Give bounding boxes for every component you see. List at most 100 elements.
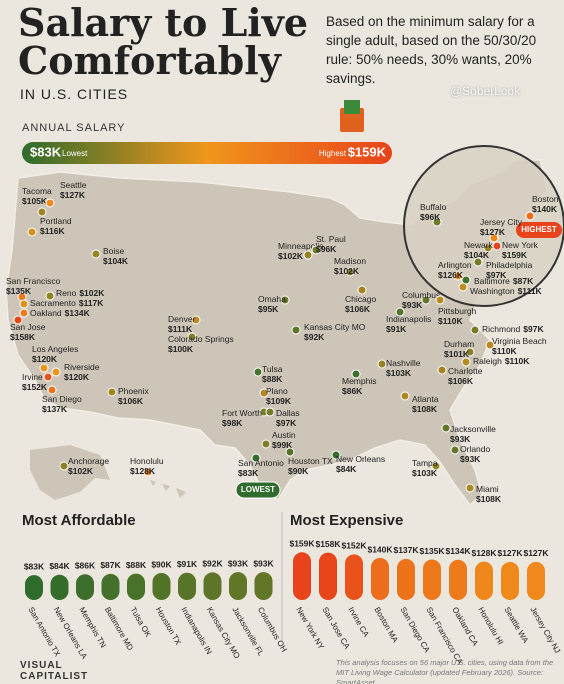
chart-title: Most Affordable [22, 512, 136, 529]
city-label: Atlanta $108K [412, 394, 439, 414]
bar [229, 572, 247, 600]
city-dot [351, 369, 361, 379]
city-name: St. Paul [316, 234, 346, 244]
city-name: Kansas City MO [304, 322, 366, 332]
city-salary: $105K [22, 196, 48, 206]
city-name: Durham [444, 339, 474, 349]
legend-bar [22, 142, 392, 164]
city-label: Orlando $93K [460, 444, 491, 464]
value-label: $92K [202, 559, 223, 569]
city-name: San Antonio [238, 458, 284, 468]
value-label: $90K [151, 559, 172, 569]
city-dot [461, 357, 471, 367]
city-dot [47, 385, 57, 395]
city-name: Portland [40, 216, 72, 226]
city-label: Reno $102K [56, 288, 105, 298]
city-name: Austin [272, 430, 296, 440]
city-label: Seattle $127K [60, 180, 87, 200]
city-name: Fort Worth [222, 408, 262, 418]
city-name: Denver [168, 314, 196, 324]
bar [152, 573, 171, 600]
city-label: Honolulu $128K [130, 456, 164, 476]
city-name: Jacksonville [450, 424, 496, 434]
city-label: Tampa $103K [412, 458, 438, 478]
city-dot [431, 461, 441, 471]
bar [449, 559, 467, 600]
chart-title: Most Expensive [290, 512, 403, 529]
city-dot [345, 267, 355, 277]
city-salary: $159K [502, 250, 528, 260]
city-salary: $84K [336, 464, 357, 474]
city-dot [400, 391, 410, 401]
city-dot [432, 217, 442, 227]
bar [50, 574, 69, 600]
city-name: Philadelphia [486, 260, 533, 270]
bar [371, 558, 389, 600]
city-salary: $128K [130, 466, 156, 476]
city-dot [37, 207, 47, 217]
city-salary: $126K [438, 270, 464, 280]
city-dot [39, 363, 49, 373]
city-dot [441, 423, 451, 433]
city-label: Plano $109K [266, 386, 292, 406]
city-name: Charlotte [448, 366, 483, 376]
city-salary: $117K [79, 298, 104, 308]
city-dot [259, 388, 269, 398]
city-dot [91, 249, 101, 259]
value-label: $158K [315, 539, 341, 549]
city-label: Charlotte $106K [448, 366, 483, 386]
city-salary: $104K [103, 256, 129, 266]
city-label: Oakland $134K [30, 308, 91, 318]
city-label: Phoenix $106K [118, 386, 149, 406]
bar [293, 552, 311, 600]
category-label: Jersey City NJ [528, 606, 562, 655]
city-dot [357, 285, 367, 295]
city-name: Washington [470, 286, 515, 296]
city-dot [395, 307, 405, 317]
city-salary: $137K [42, 404, 68, 414]
city-salary: $97K [523, 324, 544, 334]
city-salary: $96K [316, 244, 337, 254]
legend-low: $83K [30, 144, 62, 159]
city-name: Minneapolis [278, 241, 323, 251]
city-label: Jersey City $127K [480, 217, 523, 237]
city-dot [285, 447, 295, 457]
value-label: $83K [24, 561, 45, 571]
city-salary: $99K [272, 440, 293, 450]
city-label: Pittsburgh $110K [438, 306, 477, 326]
bar [423, 559, 441, 600]
bar [475, 561, 493, 600]
city-label: Los Angeles $120K [32, 344, 78, 364]
money-icon [344, 100, 360, 114]
city-label: Dallas $97K [276, 408, 300, 428]
value-label: $87K [100, 560, 121, 570]
city-name: Arlington [438, 260, 472, 270]
city-dot [435, 295, 445, 305]
city-salary: $95K [258, 304, 279, 314]
city-salary: $102K [334, 266, 360, 276]
city-name: Pittsburgh [438, 306, 477, 316]
city-salary: $100K [168, 344, 194, 354]
value-label: $88K [126, 560, 147, 570]
city-salary: $88K [262, 374, 283, 384]
city-label: San Antonio $83K [238, 458, 284, 478]
city-salary: $127K [480, 227, 506, 237]
source-note: This analysis focuses on 56 major U.S. c… [336, 658, 554, 684]
city-dot [465, 483, 475, 493]
city-name: New York [502, 240, 539, 250]
description: Based on the minimum salary for a single… [326, 14, 537, 86]
city-name: Plano [266, 386, 288, 396]
city-label: Minneapolis $102K [278, 241, 323, 261]
city-salary: $134K [65, 308, 91, 318]
city-dot [331, 450, 341, 460]
city-salary: $93K [450, 434, 471, 444]
highest-tag: HIGHEST [521, 225, 557, 234]
value-label: $134K [445, 546, 471, 556]
city-salary: $111K [168, 324, 193, 334]
category-label: Irvine CA [346, 606, 371, 640]
legend-high-text: Highest [319, 149, 347, 158]
city-salary: $93K [460, 454, 481, 464]
city-label: Raleigh $110K [473, 356, 530, 366]
city-name: Dallas [276, 408, 300, 418]
city-salary: $135K [6, 286, 32, 296]
